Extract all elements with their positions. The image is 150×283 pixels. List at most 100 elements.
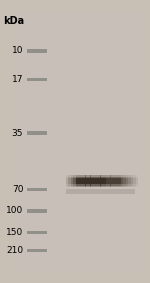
FancyBboxPatch shape (100, 177, 103, 178)
FancyBboxPatch shape (70, 179, 73, 181)
FancyBboxPatch shape (75, 182, 78, 183)
FancyBboxPatch shape (118, 179, 120, 181)
FancyBboxPatch shape (130, 185, 133, 186)
FancyBboxPatch shape (90, 177, 93, 178)
FancyBboxPatch shape (70, 182, 73, 183)
FancyBboxPatch shape (81, 186, 83, 187)
FancyBboxPatch shape (68, 185, 70, 186)
FancyBboxPatch shape (120, 186, 123, 187)
FancyBboxPatch shape (113, 183, 116, 185)
FancyBboxPatch shape (66, 186, 68, 187)
FancyBboxPatch shape (130, 186, 133, 187)
FancyBboxPatch shape (100, 175, 103, 177)
FancyBboxPatch shape (120, 175, 123, 177)
FancyBboxPatch shape (88, 177, 90, 178)
FancyBboxPatch shape (66, 177, 68, 178)
FancyBboxPatch shape (105, 178, 108, 179)
FancyBboxPatch shape (66, 183, 68, 185)
FancyBboxPatch shape (98, 183, 100, 185)
FancyBboxPatch shape (133, 175, 135, 177)
FancyBboxPatch shape (27, 249, 46, 252)
FancyBboxPatch shape (98, 182, 100, 183)
FancyBboxPatch shape (100, 179, 103, 181)
FancyBboxPatch shape (81, 177, 83, 178)
FancyBboxPatch shape (66, 189, 135, 194)
FancyBboxPatch shape (128, 179, 130, 181)
FancyBboxPatch shape (130, 177, 133, 178)
FancyBboxPatch shape (66, 175, 68, 177)
FancyBboxPatch shape (78, 179, 81, 181)
FancyBboxPatch shape (85, 177, 88, 178)
FancyBboxPatch shape (85, 186, 88, 187)
FancyBboxPatch shape (116, 177, 118, 178)
FancyBboxPatch shape (105, 177, 108, 178)
FancyBboxPatch shape (90, 182, 93, 183)
FancyBboxPatch shape (68, 183, 70, 185)
FancyBboxPatch shape (135, 179, 138, 181)
FancyBboxPatch shape (68, 186, 70, 187)
FancyBboxPatch shape (135, 185, 138, 186)
FancyBboxPatch shape (27, 188, 46, 191)
FancyBboxPatch shape (116, 182, 118, 183)
FancyBboxPatch shape (98, 177, 100, 178)
FancyBboxPatch shape (93, 186, 96, 187)
FancyBboxPatch shape (128, 186, 130, 187)
FancyBboxPatch shape (75, 178, 78, 179)
FancyBboxPatch shape (105, 181, 108, 182)
FancyBboxPatch shape (78, 185, 81, 186)
FancyBboxPatch shape (78, 182, 81, 183)
FancyBboxPatch shape (78, 175, 81, 177)
FancyBboxPatch shape (93, 177, 96, 178)
FancyBboxPatch shape (103, 181, 105, 182)
FancyBboxPatch shape (27, 78, 46, 81)
FancyBboxPatch shape (111, 182, 113, 183)
FancyBboxPatch shape (96, 182, 98, 183)
FancyBboxPatch shape (133, 182, 135, 183)
FancyBboxPatch shape (90, 186, 93, 187)
FancyBboxPatch shape (113, 182, 116, 183)
FancyBboxPatch shape (85, 185, 88, 186)
FancyBboxPatch shape (75, 177, 78, 178)
FancyBboxPatch shape (70, 181, 73, 182)
FancyBboxPatch shape (123, 185, 126, 186)
FancyBboxPatch shape (113, 181, 116, 182)
Text: 35: 35 (12, 128, 23, 138)
FancyBboxPatch shape (128, 185, 130, 186)
FancyBboxPatch shape (100, 185, 103, 186)
FancyBboxPatch shape (128, 182, 130, 183)
FancyBboxPatch shape (73, 186, 75, 187)
FancyBboxPatch shape (73, 175, 75, 177)
FancyBboxPatch shape (128, 175, 130, 177)
FancyBboxPatch shape (85, 181, 88, 182)
FancyBboxPatch shape (88, 182, 90, 183)
FancyBboxPatch shape (105, 186, 108, 187)
FancyBboxPatch shape (81, 185, 83, 186)
FancyBboxPatch shape (83, 186, 85, 187)
FancyBboxPatch shape (126, 185, 128, 186)
FancyBboxPatch shape (130, 178, 133, 179)
FancyBboxPatch shape (81, 182, 83, 183)
FancyBboxPatch shape (66, 179, 68, 181)
FancyBboxPatch shape (126, 177, 128, 178)
FancyBboxPatch shape (98, 181, 100, 182)
FancyBboxPatch shape (108, 182, 111, 183)
FancyBboxPatch shape (66, 185, 68, 186)
FancyBboxPatch shape (118, 183, 120, 185)
FancyBboxPatch shape (78, 177, 81, 178)
FancyBboxPatch shape (88, 179, 90, 181)
FancyBboxPatch shape (126, 179, 128, 181)
FancyBboxPatch shape (93, 182, 96, 183)
FancyBboxPatch shape (108, 186, 111, 187)
FancyBboxPatch shape (96, 183, 98, 185)
FancyBboxPatch shape (75, 185, 78, 186)
FancyBboxPatch shape (116, 179, 118, 181)
FancyBboxPatch shape (133, 181, 135, 182)
FancyBboxPatch shape (90, 181, 93, 182)
FancyBboxPatch shape (93, 181, 96, 182)
FancyBboxPatch shape (116, 178, 118, 179)
FancyBboxPatch shape (96, 181, 98, 182)
FancyBboxPatch shape (100, 181, 103, 182)
FancyBboxPatch shape (90, 183, 93, 185)
FancyBboxPatch shape (98, 186, 100, 187)
FancyBboxPatch shape (96, 185, 98, 186)
